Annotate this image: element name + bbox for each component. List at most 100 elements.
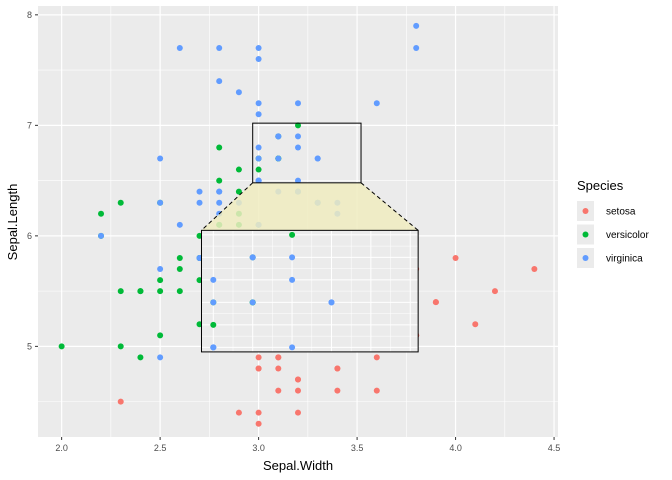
- point-virginica: [255, 155, 262, 162]
- point-setosa: [334, 387, 341, 394]
- point-virginica: [295, 144, 301, 151]
- point-setosa: [295, 376, 301, 383]
- zoom-point-virginica: [289, 254, 296, 261]
- point-virginica: [373, 100, 380, 107]
- point-versicolor: [117, 288, 124, 295]
- legend-title: Species: [577, 178, 624, 193]
- x-tick-label: 4.0: [449, 443, 462, 453]
- zoom-connector-left: [201, 182, 254, 231]
- point-virginica: [196, 188, 203, 195]
- point-setosa: [295, 387, 301, 394]
- point-versicolor: [117, 343, 124, 350]
- point-virginica: [255, 44, 262, 51]
- point-setosa: [255, 420, 262, 427]
- point-setosa: [117, 398, 124, 405]
- x-tick-label: 2.0: [55, 443, 68, 453]
- point-versicolor: [235, 188, 242, 195]
- point-virginica: [295, 133, 301, 140]
- legend-key-dot-virginica: [582, 255, 589, 261]
- point-virginica: [157, 155, 164, 162]
- point-virginica: [413, 22, 420, 29]
- x-tick-label: 4.5: [548, 443, 561, 453]
- y-tick-label: 8: [27, 10, 32, 20]
- zoom-point-versicolor: [210, 321, 217, 328]
- point-virginica: [275, 133, 282, 140]
- y-tick-label: 5: [27, 341, 32, 351]
- point-virginica: [295, 177, 301, 184]
- point-versicolor: [216, 144, 223, 151]
- point-virginica: [157, 354, 164, 361]
- point-setosa: [275, 354, 282, 361]
- point-versicolor: [117, 199, 124, 206]
- point-setosa: [255, 409, 262, 416]
- point-setosa: [334, 365, 341, 372]
- point-virginica: [255, 100, 262, 107]
- zoom-point-virginica: [289, 344, 296, 351]
- zoom-point-versicolor: [289, 231, 296, 238]
- point-versicolor: [176, 288, 183, 295]
- zoom-point-virginica: [289, 276, 296, 283]
- zoom-point-virginica: [249, 254, 256, 261]
- point-virginica: [216, 188, 223, 195]
- point-versicolor: [295, 122, 301, 129]
- y-axis-ticks: 5 6 7 8: [27, 10, 38, 351]
- legend-key-dot-setosa: [582, 208, 589, 214]
- point-setosa: [531, 266, 538, 273]
- x-axis-title: Sepal.Width: [263, 458, 333, 473]
- zoom-connector-fill: [201, 182, 419, 231]
- point-versicolor: [176, 254, 183, 261]
- point-setosa: [235, 409, 242, 416]
- point-setosa: [275, 387, 282, 394]
- point-versicolor: [98, 210, 105, 217]
- point-virginica: [98, 232, 105, 239]
- point-versicolor: [235, 166, 242, 173]
- legend-label-setosa: setosa: [606, 207, 636, 218]
- x-tick-label: 2.5: [154, 443, 167, 453]
- point-versicolor: [216, 177, 223, 184]
- x-tick-label: 3.0: [252, 443, 265, 453]
- zoom-overlay: [200, 122, 419, 353]
- point-virginica: [275, 155, 282, 162]
- point-virginica: [235, 89, 242, 96]
- point-virginica: [413, 44, 420, 51]
- zoom-point-virginica: [249, 299, 256, 306]
- point-virginica: [295, 100, 301, 107]
- x-axis-ticks: 2.0 2.5 3.0 3.5 4.0 4.5: [55, 437, 560, 453]
- point-versicolor: [176, 266, 183, 273]
- legend: Species setosa versicolor virginica: [577, 178, 649, 268]
- point-virginica: [255, 177, 262, 184]
- point-setosa: [295, 409, 301, 416]
- point-virginica: [157, 266, 164, 273]
- point-virginica: [314, 155, 321, 162]
- point-versicolor: [157, 332, 164, 339]
- point-virginica: [255, 144, 262, 151]
- point-virginica: [157, 199, 164, 206]
- zoom-inset-border: [200, 229, 419, 353]
- legend-label-virginica: virginica: [606, 254, 643, 265]
- point-setosa: [472, 321, 479, 328]
- point-virginica: [196, 199, 203, 206]
- zoom-point-virginica: [210, 276, 217, 283]
- zoom-connector-right: [360, 182, 419, 231]
- legend-label-versicolor: versicolor: [606, 230, 649, 241]
- point-virginica: [176, 221, 183, 228]
- point-versicolor: [157, 288, 164, 295]
- y-tick-label: 6: [27, 231, 32, 241]
- y-tick-label: 7: [27, 120, 32, 130]
- point-versicolor: [58, 343, 65, 350]
- point-virginica: [216, 199, 223, 206]
- point-setosa: [452, 254, 459, 261]
- zoom-point-virginica: [210, 299, 217, 306]
- point-versicolor: [255, 166, 262, 173]
- legend-key-dot-versicolor: [582, 231, 589, 238]
- zoom-point-virginica: [328, 299, 335, 306]
- point-setosa: [275, 365, 282, 372]
- point-setosa: [255, 354, 262, 361]
- point-virginica: [176, 44, 183, 51]
- point-setosa: [491, 288, 498, 295]
- zoom-point-virginica: [210, 344, 217, 351]
- point-versicolor: [137, 288, 144, 295]
- point-virginica: [255, 111, 262, 118]
- y-axis-title: Sepal.Length: [5, 184, 20, 261]
